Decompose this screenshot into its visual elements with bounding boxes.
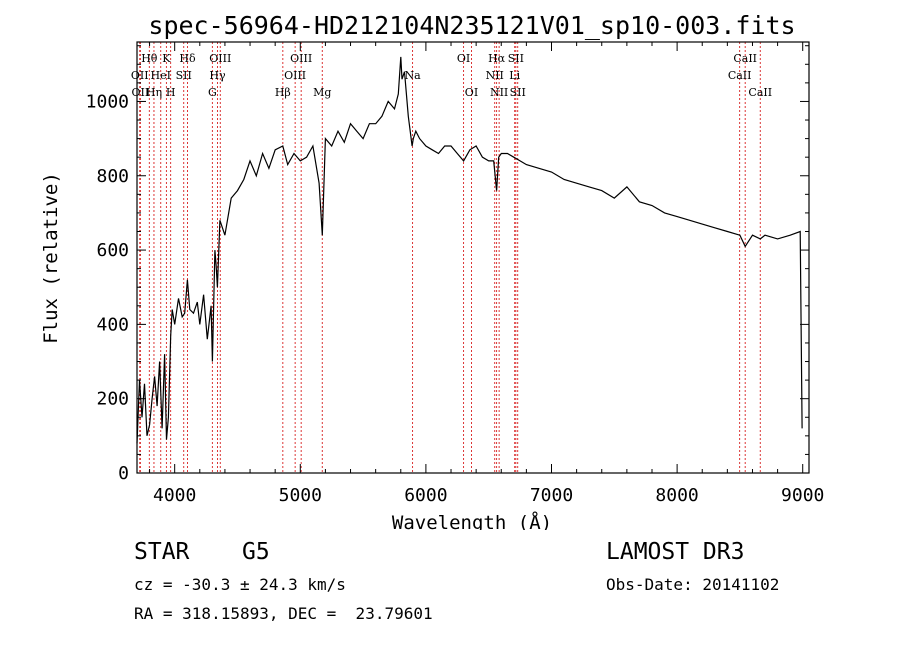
line-markers	[139, 42, 761, 473]
line-label: OII	[131, 69, 149, 82]
x-tick-label: 4000	[153, 485, 196, 506]
line-label: Hθ	[141, 52, 158, 65]
line-label: Hη	[146, 86, 162, 99]
y-tick-label: 600	[96, 240, 129, 261]
spectrum-line	[136, 56, 803, 444]
obs-date: Obs-Date: 20141102	[606, 575, 780, 594]
line-label: HeI	[151, 69, 171, 82]
line-label: Hδ	[179, 52, 196, 65]
line-label: OI	[465, 86, 478, 99]
line-label: SII	[176, 69, 192, 82]
subclass: G5	[242, 539, 270, 565]
line-label: CaII	[733, 52, 757, 65]
line-label: OI	[457, 52, 470, 65]
x-tick-label: 9000	[781, 485, 824, 506]
line-label: SII	[510, 86, 526, 99]
line-label: SII	[508, 52, 524, 65]
line-label: Hβ	[275, 86, 291, 99]
chart-title: spec-56964-HD212104N235121V01_sp10-003.f…	[148, 11, 795, 40]
line-label: G	[208, 86, 217, 99]
line-label: OIII	[290, 52, 312, 65]
y-tick-label: 200	[96, 389, 129, 410]
line-label: Na	[404, 69, 421, 82]
line-label: CaII	[728, 69, 752, 82]
line-label: OIII	[209, 52, 231, 65]
line-label: OIII	[284, 69, 306, 82]
plot-frame	[136, 41, 810, 474]
line-label: Li	[509, 69, 520, 82]
line-label: H	[166, 86, 176, 99]
coordinates: RA = 318.15893, DEC = 23.79601	[134, 604, 433, 623]
redshift-text: cz = -30.3 ± 24.3 km/s	[134, 575, 346, 594]
x-tick-label: 6000	[404, 485, 447, 506]
line-label: OII	[132, 86, 150, 99]
y-tick-label: 800	[96, 166, 129, 187]
object-class: STAR	[134, 539, 190, 565]
y-tick-label: 0	[118, 463, 129, 484]
x-tick-label: 8000	[655, 485, 698, 506]
x-axis-label: Wavelength (Å)	[392, 511, 552, 530]
line-label: NII	[490, 86, 508, 99]
line-labels: OIIOIIHθHηHeIKHSIIHδGHγOIIIHβOIIIOIIIMgN…	[131, 52, 772, 99]
line-label: K	[162, 52, 171, 65]
line-label: NII	[486, 69, 504, 82]
line-label: Mg	[313, 86, 331, 99]
spectrum-chart: spec-56964-HD212104N235121V01_sp10-003.f…	[40, 11, 824, 530]
x-tick-label: 7000	[530, 485, 573, 506]
line-label: Hα	[488, 52, 506, 65]
y-tick-label: 1000	[86, 91, 129, 112]
x-tick-label: 5000	[279, 485, 322, 506]
y-axis: 0 200 400 600 800 1000	[86, 45, 809, 484]
x-axis: 4000 5000 6000 7000 8000 9000	[149, 42, 824, 506]
survey-name: LAMOST DR3	[606, 539, 745, 565]
y-axis-label: Flux (relative)	[40, 172, 62, 344]
y-tick-label: 400	[96, 314, 129, 335]
line-label: CaII	[748, 86, 772, 99]
line-label: Hγ	[209, 69, 226, 82]
